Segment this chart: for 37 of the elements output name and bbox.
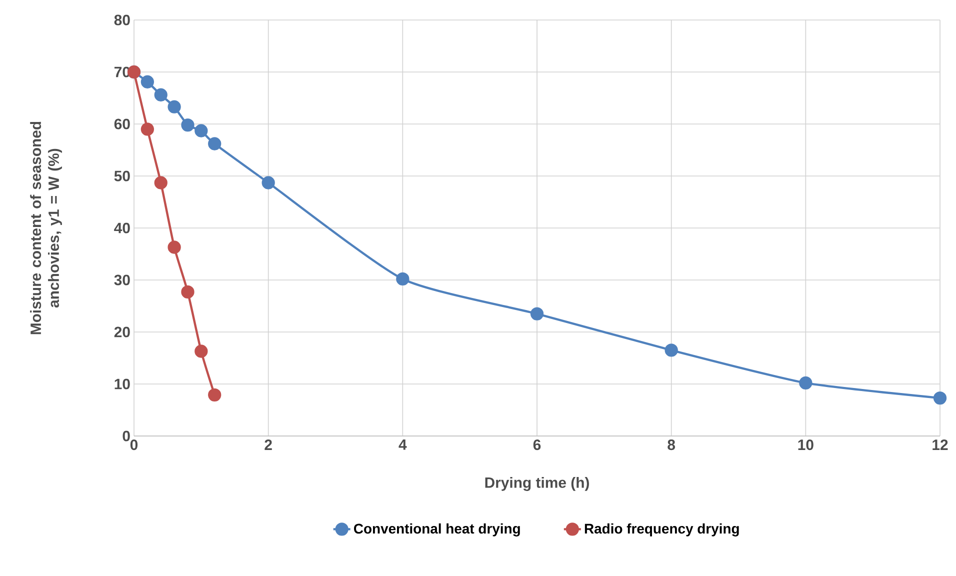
x-tick-label: 12: [932, 440, 948, 450]
x-axis-title: Drying time (h): [485, 476, 589, 491]
point: [168, 240, 181, 254]
point: [154, 88, 168, 102]
point: [154, 176, 168, 190]
y-tick-label: 50: [114, 170, 130, 182]
point: [933, 391, 947, 405]
legend-label: Radio frequency drying: [584, 523, 739, 536]
point: [140, 122, 154, 136]
point: [799, 376, 812, 390]
x-tick-label: 0: [130, 440, 138, 450]
point: [168, 100, 181, 114]
y-tick-label: 30: [114, 274, 130, 286]
point: [194, 344, 208, 358]
point: [208, 137, 222, 150]
point: [262, 176, 275, 190]
x-tick-label: 2: [264, 440, 272, 450]
y-tick-label: 80: [114, 14, 130, 26]
y-tick-label: 0: [122, 430, 130, 442]
point: [181, 285, 194, 299]
y-axis-title: Moisture content of seasoned anchovies, y1 = W (%): [30, 122, 62, 334]
point: [664, 344, 678, 357]
x-tick-label: 8: [668, 440, 676, 450]
point: [140, 75, 154, 88]
legend-label: Conventional heat drying: [354, 523, 520, 536]
x-tick-label: 6: [533, 440, 541, 450]
y-tick-label: 60: [114, 118, 130, 130]
y-tick-label: 20: [114, 326, 130, 338]
point: [530, 307, 544, 320]
point: [396, 272, 410, 286]
x-tick-label: 10: [798, 440, 814, 450]
y-tick-label: 10: [114, 378, 130, 390]
point: [208, 388, 222, 402]
point: [181, 118, 194, 132]
point: [194, 124, 208, 138]
y-tick-label: 40: [114, 222, 130, 234]
x-tick-label: 4: [398, 440, 407, 450]
